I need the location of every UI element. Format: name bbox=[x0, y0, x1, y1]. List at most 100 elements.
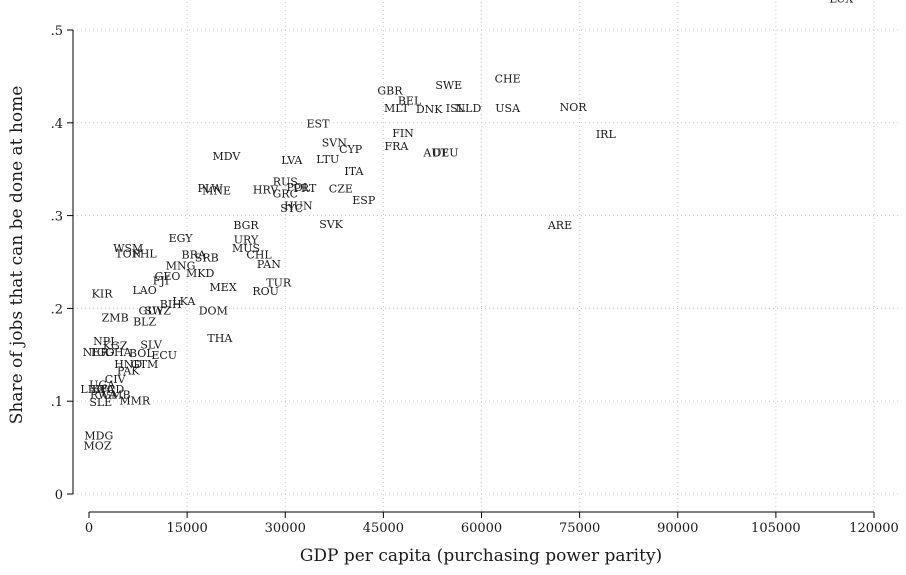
y-tick-label: .1 bbox=[51, 395, 63, 410]
point-gtm: GTM bbox=[131, 358, 158, 371]
point-mmr: MMR bbox=[119, 394, 151, 407]
point-guy: GUY bbox=[138, 304, 164, 317]
point-pan: PAN bbox=[257, 258, 281, 271]
point-deu: DEU bbox=[432, 146, 458, 159]
point-npl: NPL bbox=[93, 335, 118, 348]
x-tick-label: 15000 bbox=[166, 521, 207, 536]
point-egy: EGY bbox=[169, 232, 194, 245]
point-syc: SYC bbox=[280, 202, 303, 215]
point-ecu: ECU bbox=[151, 349, 177, 362]
point-bel: BEL bbox=[398, 95, 422, 108]
point-isl: ISL bbox=[446, 102, 466, 115]
point-esp: ESP bbox=[352, 194, 376, 207]
point-mdg: MDG bbox=[84, 430, 113, 443]
point-mdv: MDV bbox=[212, 150, 241, 163]
x-tick-label: 120000 bbox=[849, 521, 899, 536]
point-lka: LKA bbox=[172, 295, 196, 308]
point-est: EST bbox=[307, 118, 331, 131]
point-ltu: LTU bbox=[316, 153, 339, 166]
point-gmb: GMB bbox=[102, 389, 130, 402]
point-fra: FRA bbox=[385, 140, 410, 153]
x-tick-label: 90000 bbox=[657, 521, 698, 536]
point-kir: KIR bbox=[92, 288, 114, 301]
point-lbr: LBR bbox=[80, 383, 104, 396]
point-mex: MEX bbox=[210, 281, 237, 294]
point-zmb: ZMB bbox=[102, 312, 129, 325]
point-hun: HUN bbox=[284, 199, 313, 212]
point-hrv: HRV bbox=[253, 184, 279, 197]
point-bol: BOL bbox=[129, 347, 154, 360]
point-bih: BIH bbox=[160, 298, 182, 311]
point-che: CHE bbox=[495, 72, 521, 85]
y-axis-label: Share of jobs that can be done at home bbox=[7, 86, 27, 425]
point-dnk: DNK bbox=[416, 103, 443, 116]
point-irl: IRL bbox=[596, 128, 617, 141]
point-grc: GRC bbox=[273, 187, 299, 200]
x-tick-label: 60000 bbox=[461, 521, 502, 536]
point-nld: NLD bbox=[456, 102, 482, 115]
point-cze: CZE bbox=[329, 183, 353, 196]
point-svk: SVK bbox=[319, 218, 343, 231]
point-hnd: HND bbox=[114, 358, 142, 371]
point-civ: CIV bbox=[105, 373, 127, 386]
point-ita: ITA bbox=[344, 165, 364, 178]
point-usa: USA bbox=[495, 102, 521, 115]
point-geo: GEO bbox=[155, 270, 181, 283]
x-tick-label: 105000 bbox=[751, 521, 801, 536]
point-chl: CHL bbox=[246, 249, 272, 262]
point-lux: LUX bbox=[829, 0, 853, 5]
x-tick-label: 0 bbox=[85, 521, 93, 536]
y-tick-label: .2 bbox=[51, 302, 63, 317]
point-gha: GHA bbox=[105, 346, 132, 359]
point-svn: SVN bbox=[322, 136, 347, 149]
point-blz: BLZ bbox=[133, 315, 156, 328]
point-moz: MOZ bbox=[84, 440, 112, 453]
point-uga: UGA bbox=[89, 378, 116, 391]
point-fji: FJI bbox=[153, 275, 169, 288]
point-ner: NER bbox=[83, 346, 110, 359]
y-tick-label: .5 bbox=[51, 24, 63, 39]
y-axis-ticks: 0 .1 .2 .3 .4 .5 bbox=[51, 24, 73, 503]
point-tha: THA bbox=[207, 332, 233, 345]
point-lao: LAO bbox=[132, 284, 156, 297]
point-slv: SLV bbox=[140, 339, 163, 352]
point-mlt: MLT bbox=[384, 102, 410, 115]
point-kgz: KGZ bbox=[103, 340, 128, 353]
x-tick-label: 30000 bbox=[265, 521, 306, 536]
point-mkd: MKD bbox=[186, 267, 214, 280]
point-prt: PRT bbox=[293, 182, 316, 195]
point-cyp: CYP bbox=[339, 143, 363, 156]
point-pol: POL bbox=[286, 181, 310, 194]
y-tick-label: .3 bbox=[51, 210, 63, 225]
point-rus: RUS bbox=[273, 175, 298, 188]
point-pak: PAK bbox=[117, 365, 140, 378]
point-lva: LVA bbox=[281, 154, 303, 167]
point-tgo: TGO bbox=[90, 346, 115, 359]
point-rou: ROU bbox=[252, 285, 279, 298]
point-ton: TON bbox=[115, 248, 141, 261]
y-tick-label: 0 bbox=[55, 488, 63, 503]
point-swz: SWZ bbox=[144, 304, 171, 317]
point-mus: MUS bbox=[232, 242, 260, 255]
point-ury: URY bbox=[234, 234, 259, 247]
point-bra: BRA bbox=[182, 249, 207, 262]
point-wsm: WSM bbox=[113, 242, 143, 255]
point-are: ARE bbox=[547, 219, 572, 232]
x-tick-label: 75000 bbox=[559, 521, 600, 536]
point-plw: PLW bbox=[197, 182, 223, 195]
point-mne: MNE bbox=[202, 185, 231, 198]
point-srb: SRB bbox=[195, 251, 219, 264]
point-bfa: BFA bbox=[92, 383, 116, 396]
point-aut: AUT bbox=[422, 146, 448, 159]
gridlines bbox=[73, 2, 900, 512]
y-tick-label: .4 bbox=[51, 117, 63, 132]
point-phl: PHL bbox=[132, 248, 157, 261]
point-dom: DOM bbox=[199, 304, 228, 317]
x-axis-label: GDP per capita (purchasing power parity) bbox=[300, 546, 662, 566]
point-bgr: BGR bbox=[233, 219, 259, 232]
point-tur: TUR bbox=[266, 276, 292, 289]
point-mng: MNG bbox=[166, 260, 196, 273]
point-nor: NOR bbox=[560, 101, 588, 114]
